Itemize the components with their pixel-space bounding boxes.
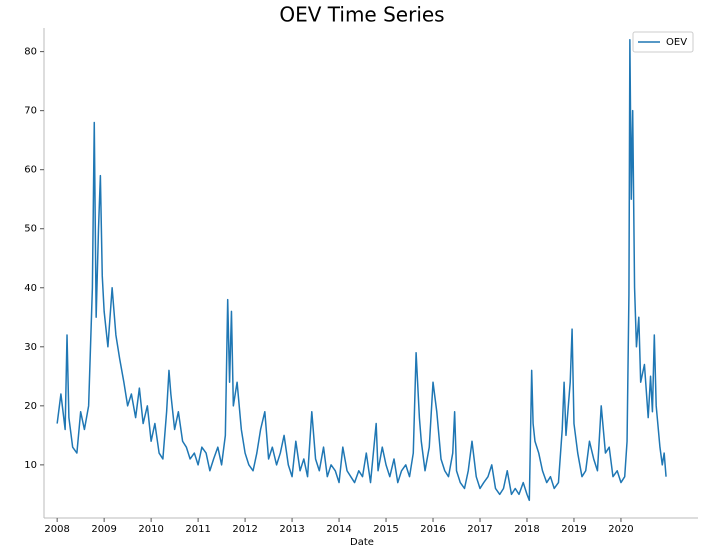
data-line	[56, 39, 667, 502]
x-tick-label: 2014	[326, 524, 351, 535]
y-tick-label: 30	[24, 342, 37, 353]
x-tick-label: 2010	[138, 524, 163, 535]
legend-label: OEV	[666, 37, 687, 48]
y-tick-label: 70	[24, 106, 37, 117]
y-tick-label: 40	[24, 283, 37, 294]
y-tick-label: 80	[24, 47, 37, 58]
x-tick-label: 2016	[420, 524, 445, 535]
x-tick-label: 2018	[514, 524, 539, 535]
y-tick-label: 10	[24, 460, 37, 471]
y-tick-label: 60	[24, 165, 37, 176]
x-tick-label: 2009	[91, 524, 116, 535]
x-tick-label: 2019	[561, 524, 586, 535]
y-tick-label: 50	[24, 224, 37, 235]
x-tick-label: 2011	[185, 524, 210, 535]
chart-title: OEV Time Series	[279, 3, 444, 27]
x-axis-label: Date	[350, 537, 374, 548]
x-tick-label: 2013	[279, 524, 304, 535]
legend-box	[632, 31, 694, 53]
x-tick-label: 2008	[44, 524, 69, 535]
x-tick-label: 2017	[467, 524, 492, 535]
x-tick-label: 2015	[373, 524, 398, 535]
x-tick-label: 2020	[608, 524, 633, 535]
legend: OEV	[632, 31, 694, 53]
x-tick-label: 2012	[232, 524, 257, 535]
y-tick-label: 20	[24, 401, 37, 412]
